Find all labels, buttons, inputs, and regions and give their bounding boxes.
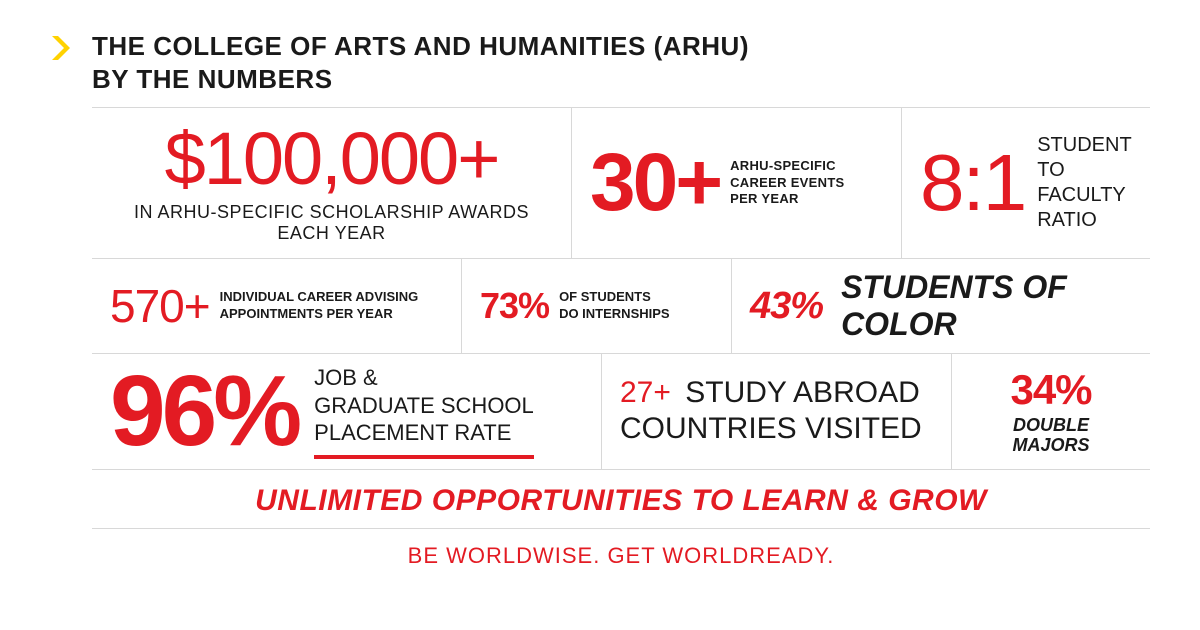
stat-advising: 570+ INDIVIDUAL CAREER ADVISING APPOINTM… bbox=[92, 259, 462, 353]
infographic-page: THE COLLEGE OF ARTS AND HUMANITIES (ARHU… bbox=[0, 0, 1200, 603]
header: THE COLLEGE OF ARTS AND HUMANITIES (ARHU… bbox=[50, 30, 1150, 95]
stat-double-majors: 34% DOUBLE MAJORS bbox=[952, 354, 1150, 469]
row-2: 570+ INDIVIDUAL CAREER ADVISING APPOINTM… bbox=[92, 258, 1150, 353]
row-3: 96% JOB & GRADUATE SCHOOL PLACEMENT RATE… bbox=[92, 353, 1150, 469]
stat-students-of-color: 43% STUDENTS OF COLOR bbox=[732, 259, 1150, 353]
scholarship-value: $100,000+ bbox=[165, 122, 499, 196]
double-label: DOUBLE MAJORS bbox=[1012, 416, 1089, 456]
abroad-line-1: 27+ STUDY ABROAD bbox=[620, 375, 920, 411]
placement-label-wrap: JOB & GRADUATE SCHOOL PLACEMENT RATE bbox=[314, 364, 534, 459]
chevron-icon bbox=[50, 34, 78, 62]
double-value: 34% bbox=[1010, 366, 1091, 414]
stat-scholarship: $100,000+ IN ARHU-SPECIFIC SCHOLARSHIP A… bbox=[92, 108, 572, 258]
stat-internships: 73% OF STUDENTS DO INTERNSHIPS bbox=[462, 259, 732, 353]
ratio-label: STUDENT TO FACULTY RATIO bbox=[1037, 133, 1132, 233]
abroad-line-2: COUNTRIES VISITED bbox=[620, 411, 922, 447]
advising-value: 570+ bbox=[110, 279, 210, 333]
title-line-1: THE COLLEGE OF ARTS AND HUMANITIES (ARHU… bbox=[92, 30, 749, 63]
advising-label: INDIVIDUAL CAREER ADVISING APPOINTMENTS … bbox=[220, 289, 419, 323]
events-label: ARHU-SPECIFIC CAREER EVENTS PER YEAR bbox=[730, 158, 844, 209]
ratio-value: 8:1 bbox=[920, 147, 1025, 219]
soc-label: STUDENTS OF COLOR bbox=[841, 269, 1132, 343]
internships-label: OF STUDENTS DO INTERNSHIPS bbox=[559, 289, 670, 323]
row-1: $100,000+ IN ARHU-SPECIFIC SCHOLARSHIP A… bbox=[92, 107, 1150, 258]
stats-grid: $100,000+ IN ARHU-SPECIFIC SCHOLARSHIP A… bbox=[92, 107, 1150, 583]
title-line-2: BY THE NUMBERS bbox=[92, 63, 749, 96]
page-title: THE COLLEGE OF ARTS AND HUMANITIES (ARHU… bbox=[92, 30, 749, 95]
tagline-worldwise: BE WORLDWISE. GET WORLDREADY. bbox=[92, 528, 1150, 583]
placement-label: JOB & GRADUATE SCHOOL PLACEMENT RATE bbox=[314, 364, 534, 459]
stat-study-abroad: 27+ STUDY ABROAD COUNTRIES VISITED bbox=[602, 354, 952, 469]
tagline-opportunities: UNLIMITED OPPORTUNITIES TO LEARN & GROW bbox=[92, 469, 1150, 528]
stat-career-events: 30+ ARHU-SPECIFIC CAREER EVENTS PER YEAR bbox=[572, 108, 902, 258]
internships-value: 73% bbox=[480, 285, 549, 327]
soc-value: 43% bbox=[750, 285, 823, 328]
stat-ratio: 8:1 STUDENT TO FACULTY RATIO bbox=[902, 108, 1150, 258]
stat-placement: 96% JOB & GRADUATE SCHOOL PLACEMENT RATE bbox=[92, 354, 602, 469]
scholarship-label: IN ARHU-SPECIFIC SCHOLARSHIP AWARDS EACH… bbox=[110, 202, 553, 244]
placement-value: 96% bbox=[110, 369, 298, 454]
events-value: 30+ bbox=[590, 146, 720, 220]
